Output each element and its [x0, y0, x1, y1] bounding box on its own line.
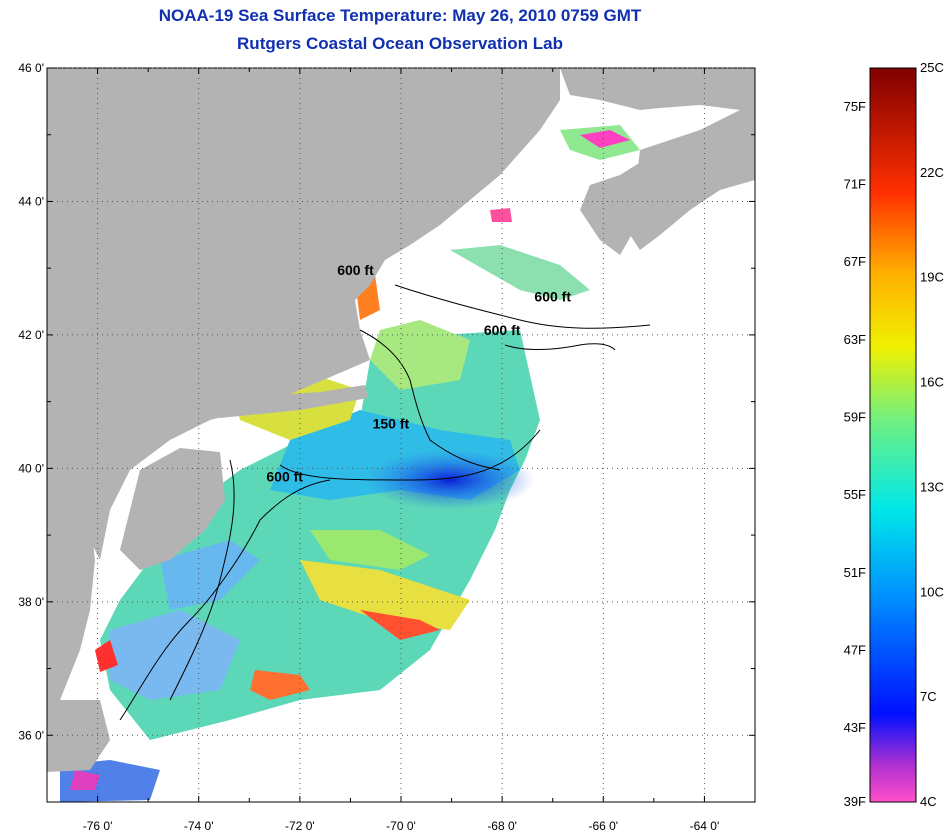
chart-title: NOAA-19 Sea Surface Temperature: May 26,… [158, 6, 642, 25]
colorbar-f-label: 63F [844, 332, 866, 347]
lon-tick-label: -68 0' [487, 819, 517, 833]
colorbar-c-label: 7C [920, 689, 937, 704]
colorbar-f-label: 47F [844, 643, 866, 658]
colorbar-c-label: 10C [920, 584, 944, 599]
depth-label: 600 ft [484, 322, 521, 338]
colorbar-c-label: 13C [920, 479, 944, 494]
colorbar-f-label: 71F [844, 177, 866, 192]
lon-tick-label: -70 0' [386, 819, 416, 833]
lat-tick-label: 38 0' [18, 595, 44, 609]
lon-tick-label: -74 0' [184, 819, 214, 833]
colorbar-c-label: 19C [920, 270, 944, 285]
chart-subtitle: Rutgers Coastal Ocean Observation Lab [237, 34, 563, 53]
colorbar-labels: 75F 71F 67F 63F 59F 55F 51F 47F 43F 39F 25C 22C 19C 1… [844, 60, 944, 809]
sst-swath [47, 82, 692, 802]
colorbar-c-label: 25C [920, 60, 944, 75]
colorbar-f-label: 39F [844, 794, 866, 809]
colorbar-f-label: 55F [844, 487, 866, 502]
lon-tick-label: -76 0' [83, 819, 113, 833]
axis-ticks: 36 0' 38 0' 40 0' 42 0' 44 0' 46 0' -76 0' -74 … [18, 61, 756, 833]
colorbar-c-label: 16C [920, 375, 944, 390]
map-area [47, 68, 755, 802]
lon-tick-label: -64 0' [690, 819, 720, 833]
lat-tick-label: 42 0' [18, 328, 44, 342]
depth-label: 600 ft [266, 469, 303, 485]
depth-contours [119, 284, 651, 721]
colorbar-f-label: 43F [844, 720, 866, 735]
lat-tick-label: 40 0' [18, 461, 44, 475]
lat-tick-label: 46 0' [18, 61, 44, 75]
colorbar-f-label: 67F [844, 254, 866, 269]
lat-tick-label: 36 0' [18, 728, 44, 742]
depth-label: 150 ft [373, 415, 410, 431]
lon-tick-label: -66 0' [588, 819, 618, 833]
depth-labels: 600 ft 600 ft 600 ft 150 ft 600 ft [266, 262, 571, 485]
lat-tick-label: 44 0' [18, 194, 44, 208]
colorbar-c-label: 22C [920, 165, 944, 180]
colorbar-c-label: 4C [920, 794, 937, 809]
colorbar-f-label: 51F [844, 565, 866, 580]
depth-label: 600 ft [534, 289, 571, 305]
lon-tick-label: -72 0' [285, 819, 315, 833]
depth-label: 600 ft [337, 262, 374, 278]
graticule [47, 67, 755, 802]
colorbar-f-label: 59F [844, 410, 866, 425]
colorbar [869, 67, 917, 803]
colorbar-f-label: 75F [844, 99, 866, 114]
